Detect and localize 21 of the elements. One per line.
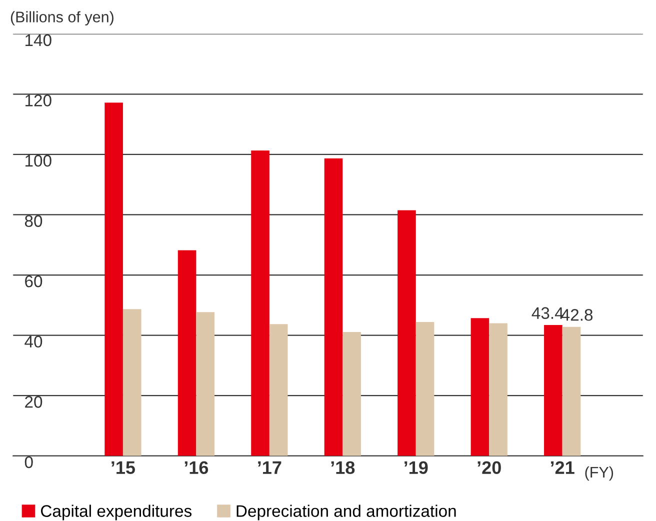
x-tick-label: ’17 xyxy=(258,461,282,474)
y-axis-title: (Billions of yen) xyxy=(10,11,114,26)
y-tick-label: 100 xyxy=(26,154,52,167)
y-tick-label: 20 xyxy=(25,396,42,408)
x-tick-label: ’16 xyxy=(184,461,208,474)
x-tick-label: ’18 xyxy=(331,461,355,474)
y-tick-label: 80 xyxy=(24,215,42,227)
legend-label: Capital expenditures xyxy=(41,504,192,520)
data-label: 43.4 xyxy=(532,307,564,319)
y-tick-label: 120 xyxy=(26,94,52,106)
y-tick-label: 40 xyxy=(24,336,42,348)
x-tick-label: ’15 xyxy=(112,461,136,474)
y-tick-label: 60 xyxy=(25,275,42,288)
x-tick-label: ’20 xyxy=(478,461,501,474)
x-tick-label: ’21 xyxy=(551,461,574,474)
x-tick-label: ’19 xyxy=(404,461,428,474)
y-tick-label: 140 xyxy=(26,34,52,46)
x-axis-title: (FY) xyxy=(585,466,614,481)
legend-label: Depreciation and amortization xyxy=(236,504,456,520)
data-label: 42.8 xyxy=(561,308,593,321)
y-tick-label: 0 xyxy=(24,456,33,468)
